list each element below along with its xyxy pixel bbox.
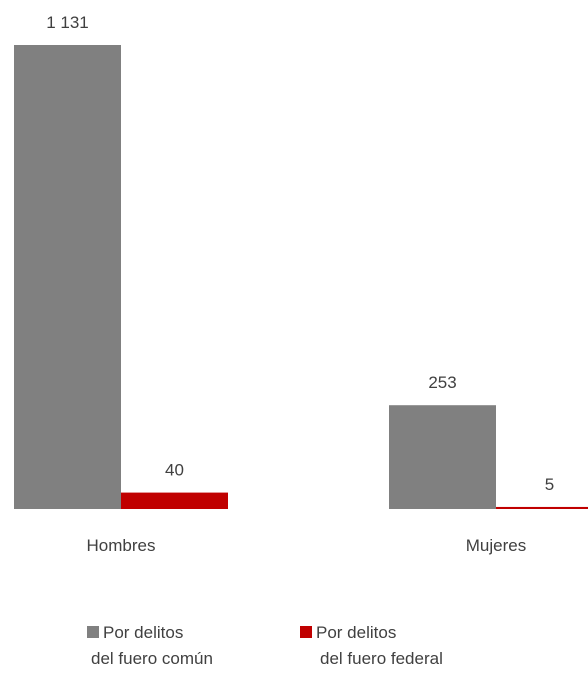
- data-label: 1 131: [46, 13, 89, 32]
- legend-item-fuero-comun: Por delitos del fuero común: [87, 620, 213, 672]
- category-label-mujeres: Mujeres: [466, 536, 526, 555]
- legend-label-line2: del fuero común: [91, 649, 213, 668]
- legend-swatch-fuero-federal: [300, 626, 312, 638]
- data-label: 40: [165, 461, 184, 480]
- legend-swatch-fuero-comun: [87, 626, 99, 638]
- data-label: 5: [545, 475, 554, 494]
- legend-label-line1: Por delitos: [103, 623, 184, 642]
- bar-chart: 1 131 40 Hombres 253 5 Mujeres: [14, 13, 588, 555]
- bar-hombres-fuero-federal: [121, 492, 228, 509]
- legend-label-line2: del fuero federal: [320, 649, 443, 668]
- data-label: 253: [428, 373, 456, 392]
- legend-label-line1: Por delitos: [316, 623, 397, 642]
- bar-hombres-fuero-comun: [14, 45, 121, 509]
- bar-mujeres-fuero-federal: [496, 506, 588, 509]
- legend-item-fuero-federal: Por delitos del fuero federal: [300, 620, 443, 672]
- category-label-hombres: Hombres: [87, 536, 156, 555]
- bar-mujeres-fuero-comun: [389, 405, 496, 509]
